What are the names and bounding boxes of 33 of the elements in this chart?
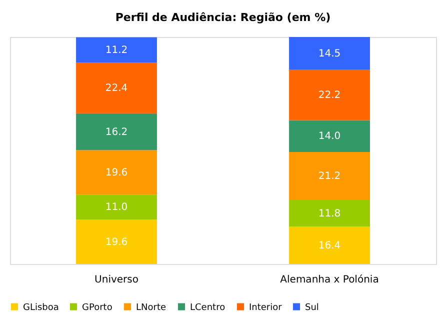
data-label: 21.2 [318, 171, 341, 182]
bar [76, 150, 157, 195]
x-tick-label: Universo [94, 274, 138, 286]
bar [76, 194, 157, 220]
legend-label: LNorte [136, 302, 166, 313]
data-label: 11.2 [105, 44, 128, 56]
legend-label: GPorto [82, 302, 113, 313]
bar [76, 37, 157, 63]
bar [289, 70, 370, 120]
bar [76, 62, 157, 114]
legend-label: Sul [305, 302, 319, 313]
chart-title: Perfil de Audiência: Região (em %) [115, 11, 331, 24]
data-label: 16.2 [105, 126, 128, 138]
bar [289, 152, 370, 200]
legend-label: GLisboa [23, 302, 59, 313]
x-tick-label: Alemanha x Polónia [280, 274, 379, 286]
data-label: 22.2 [318, 90, 341, 102]
bar [289, 200, 370, 227]
data-label: 16.4 [318, 240, 341, 252]
data-label: 11.8 [318, 208, 341, 220]
data-label: 22.4 [105, 83, 128, 94]
data-label: 11.0 [105, 202, 128, 214]
bar [289, 226, 370, 264]
legend-label: Interior [249, 302, 282, 313]
data-label: 14.5 [318, 48, 341, 60]
data-label: 14.0 [318, 131, 341, 142]
bar [289, 37, 370, 70]
legend-label: LCentro [190, 302, 226, 313]
data-label: 19.6 [105, 167, 128, 178]
data-label: 19.6 [105, 236, 128, 248]
bar [76, 113, 157, 150]
bar [76, 220, 157, 264]
bar [289, 120, 370, 152]
